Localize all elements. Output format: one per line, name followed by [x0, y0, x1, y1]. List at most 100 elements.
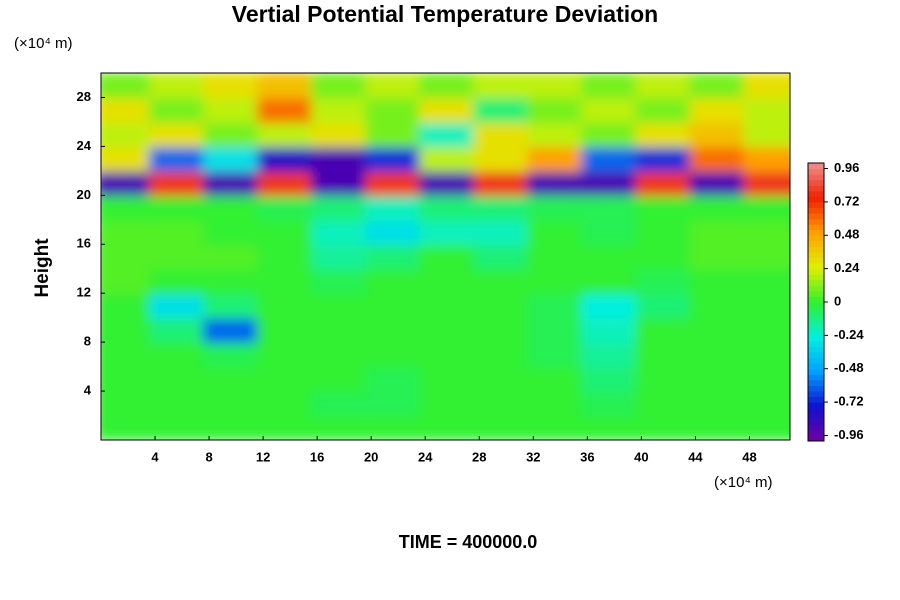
field — [101, 73, 790, 440]
y-tick-label: 20 — [77, 187, 91, 202]
cell — [743, 96, 790, 123]
caption: TIME = 400000.0 — [399, 532, 538, 552]
cell — [743, 341, 790, 368]
colorbar-band — [808, 407, 824, 414]
colorbar-band — [808, 174, 824, 181]
colorbar-band — [808, 346, 824, 353]
chart-title: Vertial Potential Temperature Deviation — [232, 1, 658, 27]
plot-frame — [100, 72, 791, 441]
colorbar-band — [808, 218, 824, 225]
x-tick-label: 28 — [472, 449, 486, 464]
colorbar-band — [808, 240, 824, 247]
x-tick-label: 20 — [364, 449, 378, 464]
cell — [743, 390, 790, 417]
y-tick-label: 24 — [77, 138, 92, 153]
y-tick-label: 28 — [77, 89, 91, 104]
colorbar-band — [808, 251, 824, 259]
colorbar-tick-label: -0.72 — [834, 394, 864, 409]
cell — [743, 145, 790, 172]
colorbar-band — [808, 179, 824, 186]
y-axis-label: Height — [32, 238, 53, 298]
colorbar-band — [808, 424, 824, 431]
colorbar-band — [808, 207, 824, 214]
colorbar-band — [808, 213, 824, 220]
colorbar-band — [808, 318, 824, 325]
colorbar-band — [808, 402, 824, 409]
colorbar-band — [808, 435, 824, 442]
cell — [743, 169, 790, 197]
colorbar-band — [808, 302, 824, 309]
colorbar-tick-label: -0.48 — [834, 360, 864, 375]
colorbar-band — [808, 379, 824, 386]
colorbar-band — [808, 374, 824, 381]
colorbar-band — [808, 329, 824, 336]
colorbar-band — [808, 285, 824, 292]
colorbar-band — [808, 368, 824, 375]
colorbar-tick-label: 0.48 — [834, 227, 859, 242]
cell — [743, 365, 790, 393]
cell — [743, 73, 790, 99]
x-tick-label: 48 — [742, 449, 756, 464]
colorbar-band — [808, 163, 824, 170]
y-tick-label: 16 — [77, 236, 91, 251]
plot-area — [101, 73, 790, 440]
colorbar-band — [808, 279, 824, 286]
y-unit: (×10⁴ m) — [14, 35, 73, 52]
x-tick-label: 4 — [151, 449, 159, 464]
colorbar-band — [808, 290, 824, 297]
cell — [743, 414, 790, 440]
x-tick-label: 32 — [526, 449, 540, 464]
colorbar-band — [808, 296, 824, 303]
cell — [743, 292, 790, 319]
cell — [743, 218, 790, 246]
colorbar-band — [808, 324, 824, 331]
y-tick-label: 4 — [84, 383, 92, 398]
colorbar-band — [808, 224, 824, 231]
colorbar-band — [808, 352, 824, 359]
cell — [743, 316, 790, 344]
colorbar-band — [808, 385, 824, 392]
colorbar-band — [808, 274, 824, 281]
colorbar-tick-label: 0 — [834, 293, 841, 308]
colorbar-band — [808, 313, 824, 320]
colorbar-band — [808, 263, 824, 270]
cell — [743, 120, 790, 148]
y-tick-label: 12 — [77, 285, 91, 300]
x-tick-label: 36 — [580, 449, 594, 464]
colorbar-band — [808, 340, 824, 347]
colorbar-band — [808, 390, 824, 398]
cell — [743, 194, 790, 221]
colorbar-band — [808, 418, 824, 425]
colorbar-band — [808, 235, 824, 242]
x-tick-label: 40 — [634, 449, 648, 464]
colorbar-band — [808, 168, 824, 175]
colorbar-band — [808, 229, 824, 236]
colorbar-band — [808, 413, 824, 420]
colorbar-band — [808, 335, 824, 342]
x-tick-label: 16 — [310, 449, 324, 464]
x-tick-label: 44 — [688, 449, 703, 464]
y-tick-label: 8 — [84, 334, 91, 349]
cell — [743, 267, 790, 295]
colorbar-tick-label: 0.72 — [834, 193, 859, 208]
x-tick-label: 12 — [256, 449, 270, 464]
colorbar-band — [808, 185, 824, 192]
colorbar-band — [808, 363, 824, 370]
colorbar-band — [808, 190, 824, 197]
colorbar-band — [808, 196, 824, 203]
x-tick-label: 24 — [418, 449, 433, 464]
colorbar-tick-label: -0.96 — [834, 427, 864, 442]
colorbar-band — [808, 429, 824, 436]
colorbar-tick-label: 0.96 — [834, 160, 859, 175]
x-tick-label: 8 — [205, 449, 212, 464]
colorbar-band — [808, 257, 824, 264]
colorbar-band — [808, 307, 824, 314]
colorbar-tick-label: -0.24 — [834, 327, 864, 342]
colorbar-band — [808, 246, 824, 253]
colorbar-tick-label: 0.24 — [834, 260, 860, 275]
cell — [743, 243, 790, 270]
colorbar-band — [808, 201, 824, 208]
colorbar-band — [808, 357, 824, 364]
x-unit: (×10⁴ m) — [714, 474, 773, 491]
